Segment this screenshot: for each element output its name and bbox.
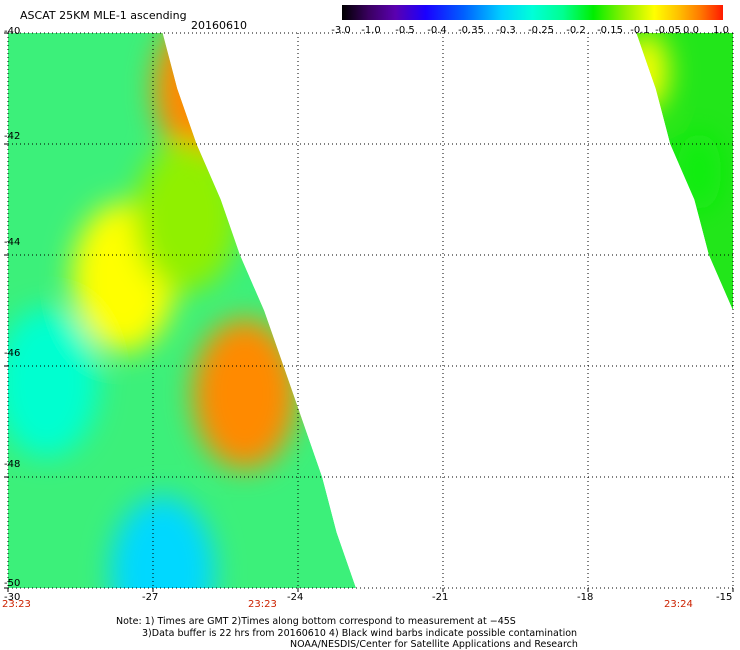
colorbar-label: -0.2	[566, 25, 586, 36]
time-label: 23:24	[664, 599, 693, 610]
colorbar-label: -0.35	[458, 25, 484, 36]
lon-tick-label: -27	[142, 592, 159, 603]
lon-tick-label: -21	[432, 592, 449, 603]
lat-tick-label: -50	[4, 578, 21, 589]
colorbar-label: 1.0	[713, 25, 729, 36]
lat-tick-label: -46	[4, 348, 21, 359]
lon-tick-label: -24	[287, 592, 304, 603]
mle-feature	[110, 496, 215, 588]
swath-layer	[8, 33, 733, 588]
lat-tick-label: -42	[4, 131, 21, 142]
time-label: 23:23	[2, 599, 31, 610]
mle-feature	[677, 131, 722, 212]
colorbar-label: -0.4	[427, 25, 447, 36]
mle-feature	[134, 141, 239, 292]
swath-east	[636, 33, 733, 311]
footnote-line: Note: 1) Times are GMT 2)Times along bot…	[116, 616, 516, 627]
footnote-line: 3)Data buffer is 22 hrs from 20160610 4)…	[142, 627, 578, 639]
colorbar-label: -0.05	[655, 25, 681, 36]
colorbar-label: -3.0	[331, 25, 351, 36]
mle-feature	[154, 33, 259, 164]
footnote-line: NOAA/NESDIS/Center for Satellite Applica…	[290, 639, 578, 650]
axis-ticks	[4, 32, 734, 592]
lon-tick-label: -30	[4, 592, 21, 603]
mle-feature	[8, 307, 99, 458]
colorbar-labels: -3.0 -1.0 -0.5 -0.4 -0.35 -0.3 -0.25 -0.…	[330, 25, 730, 37]
lat-tick-label: -48	[4, 459, 21, 470]
lon-tick-label: -15	[716, 592, 733, 603]
lat-tick-label: -44	[4, 237, 21, 248]
mle-feature	[636, 33, 668, 112]
lat-tick-label: -40	[4, 26, 21, 37]
colorbar-label: -1.0	[361, 25, 381, 36]
mle-feature	[192, 318, 297, 469]
time-label: 23:23	[248, 599, 277, 610]
colorbar-label: -0.15	[597, 25, 623, 36]
map-date: 20160610	[191, 19, 247, 32]
map-title: ASCAT 25KM MLE-1 ascending	[20, 9, 187, 22]
footnotes: Note: 1) Times are GMT 2)Times along bot…	[116, 616, 578, 650]
colorbar-label: -0.3	[496, 25, 516, 36]
lon-tick-label: -18	[577, 592, 594, 603]
colorbar-label: 0.0	[683, 25, 699, 36]
colorbar-label: -0.5	[395, 25, 415, 36]
graticule	[7, 32, 734, 589]
colorbar-label: -0.25	[528, 25, 554, 36]
swath-west	[8, 33, 356, 588]
colorbar	[342, 5, 723, 20]
colorbar-label: -0.1	[630, 25, 650, 36]
